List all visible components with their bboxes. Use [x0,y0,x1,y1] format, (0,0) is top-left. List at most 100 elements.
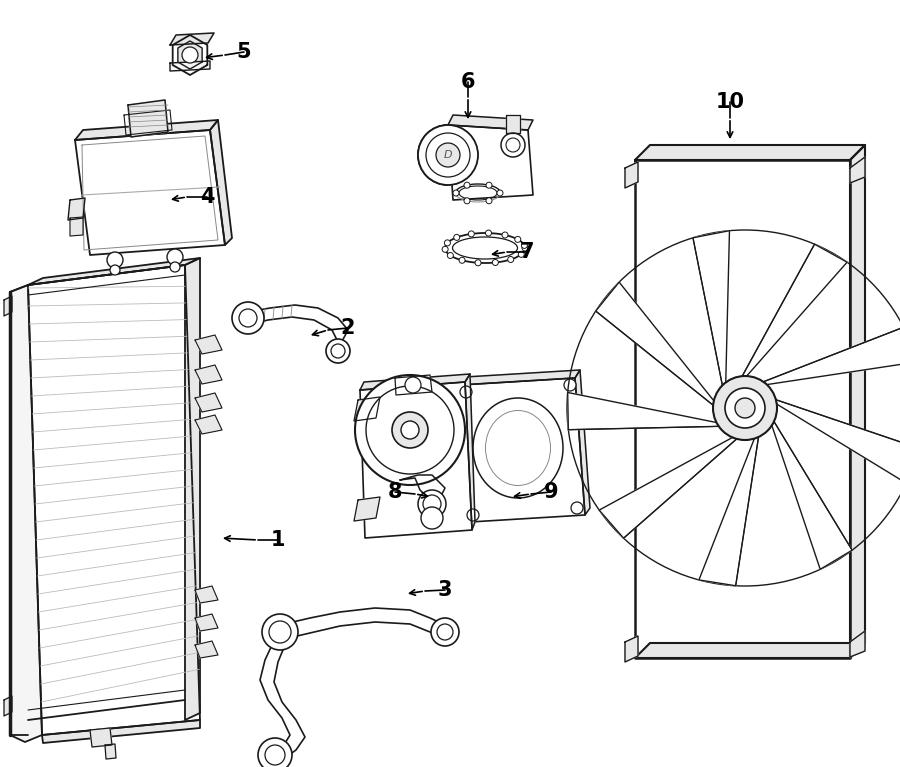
Polygon shape [128,100,168,137]
Circle shape [502,232,508,238]
Circle shape [442,246,448,252]
Text: 5: 5 [237,42,251,62]
Polygon shape [635,160,850,658]
Polygon shape [75,120,218,140]
Text: 1: 1 [271,530,285,550]
Polygon shape [10,285,42,742]
Text: 3: 3 [437,580,452,600]
Circle shape [486,198,492,204]
Text: D: D [444,150,453,160]
Circle shape [522,245,528,251]
Polygon shape [772,422,852,569]
Circle shape [401,421,419,439]
Polygon shape [625,162,638,188]
Text: 2: 2 [341,318,356,338]
Circle shape [445,240,450,246]
Polygon shape [178,41,202,69]
Text: 9: 9 [544,482,558,502]
Polygon shape [699,437,759,586]
Polygon shape [776,400,900,483]
Circle shape [167,249,183,265]
Polygon shape [850,631,865,657]
Circle shape [492,259,499,265]
Polygon shape [173,35,207,75]
Circle shape [459,257,465,263]
Polygon shape [90,728,112,747]
Circle shape [468,231,474,237]
Polygon shape [260,645,305,760]
Polygon shape [465,374,475,530]
Polygon shape [195,415,222,434]
Polygon shape [506,115,520,133]
Polygon shape [42,720,200,743]
Text: 8: 8 [388,482,402,502]
Polygon shape [596,282,714,405]
Polygon shape [4,296,12,316]
Circle shape [418,125,478,185]
Polygon shape [575,370,590,515]
Circle shape [107,252,123,268]
Circle shape [464,198,470,204]
Polygon shape [354,397,380,421]
Circle shape [485,230,491,236]
Circle shape [232,302,264,334]
Polygon shape [635,145,865,160]
Circle shape [170,262,180,272]
Circle shape [515,236,521,242]
Polygon shape [360,382,472,538]
Polygon shape [850,145,865,658]
Circle shape [262,614,298,650]
Polygon shape [693,231,730,385]
Circle shape [725,388,765,428]
Circle shape [447,252,454,258]
Polygon shape [248,305,348,357]
Circle shape [326,339,350,363]
Circle shape [497,190,503,196]
Circle shape [460,386,472,398]
Text: 10: 10 [716,92,744,112]
Polygon shape [195,335,222,354]
Polygon shape [635,643,865,658]
Polygon shape [360,374,470,390]
Polygon shape [448,115,533,130]
Circle shape [436,143,460,167]
Circle shape [454,235,460,240]
Polygon shape [354,497,380,521]
Polygon shape [195,393,222,412]
Polygon shape [568,393,719,430]
Polygon shape [170,33,214,45]
Polygon shape [28,258,200,285]
Circle shape [421,507,443,529]
Polygon shape [400,475,445,500]
Polygon shape [460,370,580,385]
Circle shape [508,256,514,262]
Polygon shape [763,328,900,384]
Circle shape [486,183,492,188]
Circle shape [453,190,459,196]
Polygon shape [4,696,12,716]
Circle shape [405,377,421,393]
Polygon shape [170,61,210,71]
Circle shape [518,252,525,258]
Polygon shape [70,217,83,236]
Circle shape [418,490,446,518]
Circle shape [355,375,465,485]
Circle shape [713,376,777,440]
Polygon shape [850,157,865,183]
Circle shape [475,260,482,266]
Polygon shape [75,130,225,255]
Polygon shape [195,614,218,631]
Circle shape [431,618,459,646]
Polygon shape [195,586,218,603]
Polygon shape [195,365,222,384]
Circle shape [182,47,198,63]
Polygon shape [599,437,737,538]
Circle shape [464,183,470,188]
Polygon shape [210,120,232,245]
Circle shape [501,133,525,157]
Circle shape [564,379,576,391]
Polygon shape [105,744,116,759]
Polygon shape [185,258,200,720]
Polygon shape [280,608,445,640]
Polygon shape [460,378,585,522]
